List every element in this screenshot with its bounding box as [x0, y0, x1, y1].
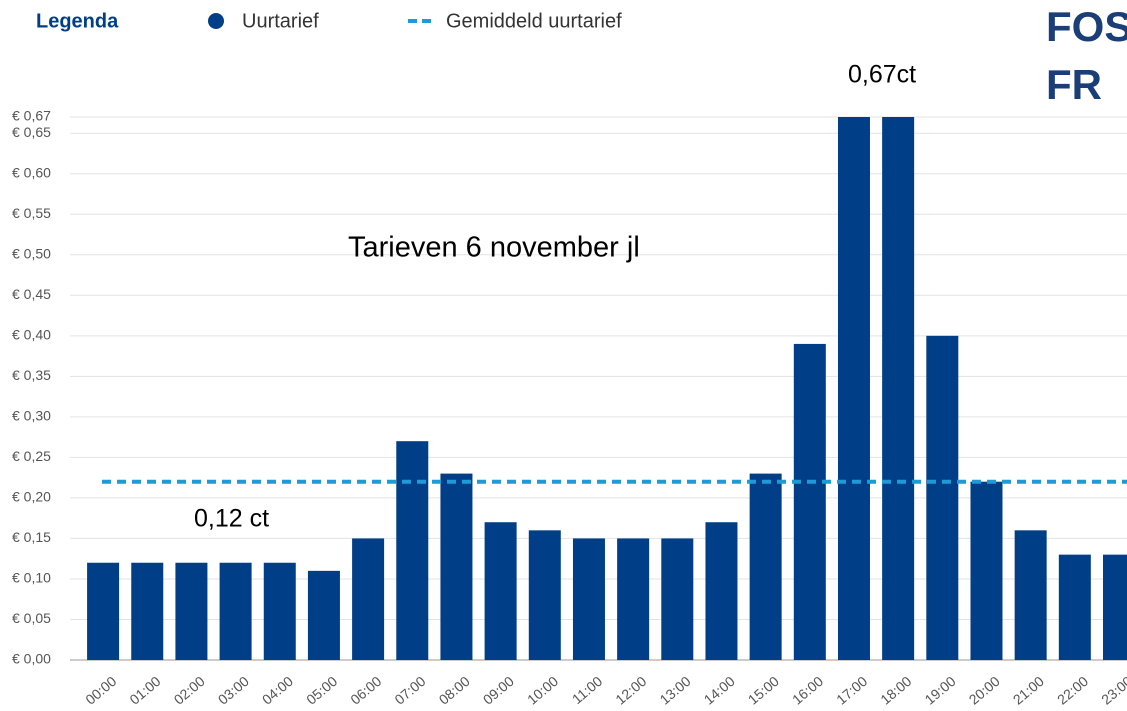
x-tick-label: 12:00: [612, 673, 649, 708]
logo: FR: [1046, 61, 1102, 108]
bar: [307, 570, 340, 660]
chart-title: Tarieven 6 november jl: [348, 232, 640, 264]
x-tick-label: 00:00: [82, 673, 119, 708]
annotation: 0,12 ct: [194, 505, 269, 533]
bar: [749, 473, 782, 660]
x-tick-label: 23:00: [1098, 673, 1127, 708]
bar: [219, 562, 252, 660]
legend-title: Legenda: [36, 10, 119, 32]
bar: [1014, 530, 1047, 660]
bar: [263, 562, 296, 660]
bar: [793, 343, 826, 660]
y-tick-label: € 0,60: [12, 164, 51, 180]
bar: [882, 117, 915, 660]
x-tick-label: 14:00: [701, 673, 738, 708]
x-tick-label: 17:00: [833, 673, 870, 708]
y-tick-label: € 0,10: [12, 570, 51, 586]
x-tick-label: 22:00: [1054, 673, 1091, 708]
x-tick-label: 07:00: [391, 673, 428, 708]
annotation: 0,67ct: [848, 61, 916, 89]
y-tick-label: € 0,30: [12, 408, 51, 424]
bar: [484, 522, 517, 660]
x-tick-label: 06:00: [347, 673, 384, 708]
y-tick-label: € 0,50: [12, 245, 51, 261]
bar: [572, 538, 605, 660]
x-tick-label: 20:00: [966, 673, 1003, 708]
y-tick-label: € 0,45: [12, 286, 51, 302]
bar: [175, 562, 208, 660]
bar: [1058, 554, 1091, 660]
logo: FOS: [1046, 3, 1127, 50]
y-tick-label: € 0,55: [12, 205, 51, 221]
x-tick-label: 03:00: [215, 673, 252, 708]
x-tick-label: 10:00: [524, 673, 561, 708]
x-tick-label: 18:00: [877, 673, 914, 708]
y-tick-label: € 0,00: [12, 651, 51, 667]
x-tick-label: 04:00: [259, 673, 296, 708]
legend-label: Uurtarief: [242, 10, 319, 32]
bar: [705, 522, 738, 660]
bar: [1102, 554, 1127, 660]
x-tick-label: 09:00: [480, 673, 517, 708]
bar: [528, 530, 561, 660]
bar: [396, 441, 429, 660]
bar: [837, 117, 870, 660]
bar: [661, 538, 694, 660]
bar: [440, 473, 473, 660]
legend-label: Gemiddeld uurtarief: [446, 10, 622, 32]
x-tick-label: 02:00: [171, 673, 208, 708]
y-tick-label: € 0,40: [12, 327, 51, 343]
legend-marker: [208, 13, 224, 29]
y-tick-label: € 0,25: [12, 448, 51, 464]
y-tick-label: € 0,65: [12, 124, 51, 140]
bar: [87, 562, 120, 660]
x-tick-label: 19:00: [921, 673, 958, 708]
bar: [617, 538, 650, 660]
bar: [131, 562, 164, 660]
bar: [970, 481, 1003, 660]
x-tick-label: 16:00: [789, 673, 826, 708]
x-tick-label: 21:00: [1010, 673, 1047, 708]
x-tick-label: 13:00: [656, 673, 693, 708]
x-tick-label: 11:00: [569, 673, 605, 707]
y-tick-label: € 0,05: [12, 610, 51, 626]
bar: [352, 538, 385, 660]
y-tick-label: € 0,15: [12, 529, 51, 545]
bar: [926, 335, 959, 660]
y-tick-label: € 0,35: [12, 367, 51, 383]
x-tick-label: 01:00: [126, 673, 163, 708]
x-tick-label: 15:00: [745, 673, 782, 708]
x-tick-label: 05:00: [303, 673, 340, 708]
y-tick-label: € 0,20: [12, 489, 51, 505]
y-tick-label: € 0,67: [12, 108, 51, 124]
x-tick-label: 08:00: [436, 673, 473, 708]
